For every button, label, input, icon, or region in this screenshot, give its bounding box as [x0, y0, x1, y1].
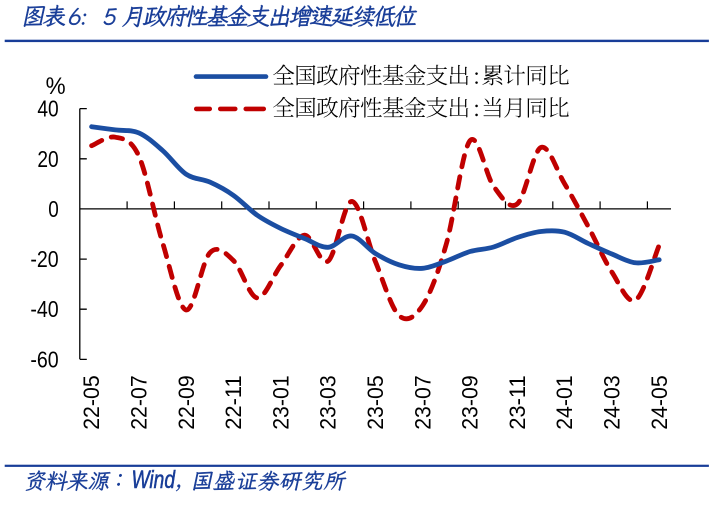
svg-text:23-01: 23-01 — [268, 375, 293, 430]
svg-text:Wind: Wind — [132, 466, 176, 494]
svg-text:20: 20 — [37, 146, 58, 172]
svg-text:23-09: 23-09 — [458, 375, 483, 430]
svg-text:22-11: 22-11 — [221, 375, 246, 430]
svg-text:23-11: 23-11 — [505, 375, 530, 430]
svg-text:24-03: 24-03 — [600, 375, 625, 430]
svg-text:22-09: 22-09 — [174, 375, 199, 430]
svg-text:24-05: 24-05 — [647, 375, 672, 430]
svg-text:22-05: 22-05 — [79, 375, 104, 430]
svg-text:-20: -20 — [30, 246, 58, 272]
svg-text:%: % — [46, 73, 66, 100]
svg-text:24-01: 24-01 — [552, 375, 577, 430]
svg-text:22-07: 22-07 — [127, 375, 152, 430]
svg-text:23-07: 23-07 — [410, 375, 435, 430]
svg-text:-60: -60 — [30, 346, 58, 372]
svg-text:-40: -40 — [30, 296, 58, 322]
svg-text:23-05: 23-05 — [363, 375, 388, 430]
svg-text:0: 0 — [48, 196, 59, 222]
svg-text:40: 40 — [37, 96, 58, 122]
svg-text:23-03: 23-03 — [316, 375, 341, 430]
